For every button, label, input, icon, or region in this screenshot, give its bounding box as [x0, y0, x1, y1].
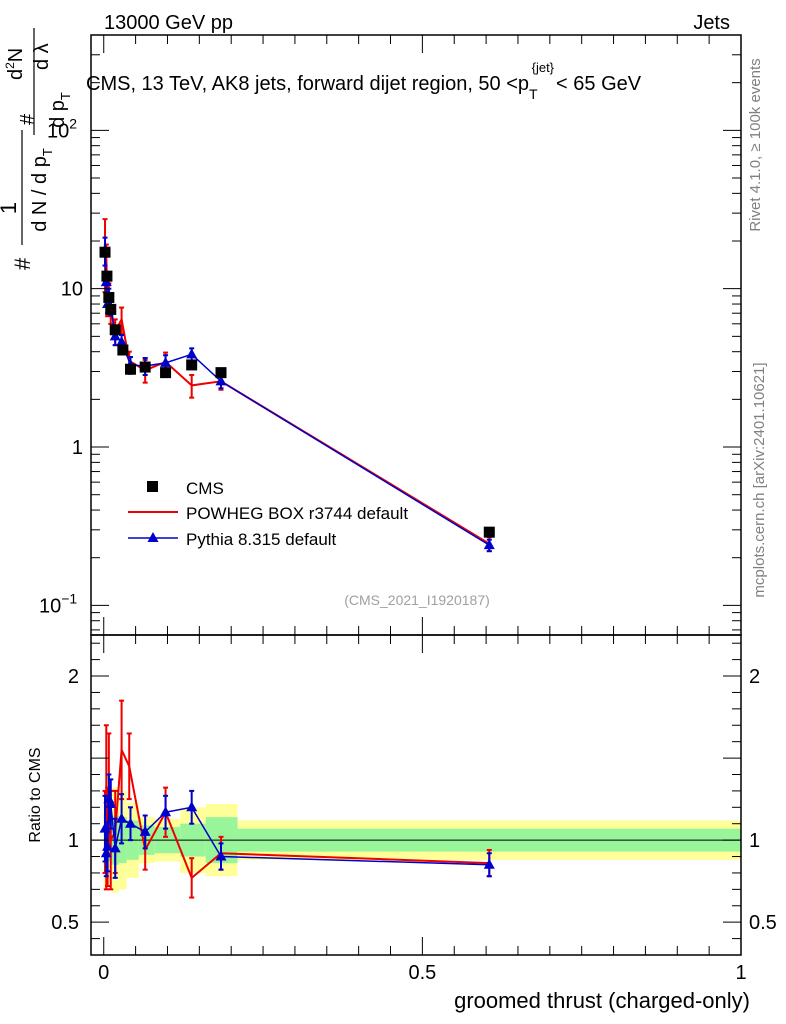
- pythia-ratio-marker: [160, 806, 172, 817]
- cms-data: [99, 246, 495, 538]
- main-ylabel: # 1 d N / d pT # d pT d2N d λ: [0, 28, 73, 270]
- cms-marker: [483, 526, 495, 538]
- axes: 10−1 1 10 102 0.5 0.5 1 1 2 2 0 0.5 1: [39, 34, 777, 984]
- ylabel-numerator-3: d2N: [3, 48, 27, 80]
- powheg-main: [102, 218, 492, 553]
- pythia-ratio-marker: [125, 817, 137, 828]
- header-right: Jets: [693, 12, 730, 34]
- ylabel-hash-2: #: [17, 113, 39, 125]
- main-ytick-label: 10: [61, 279, 83, 301]
- ylabel-denominator-3: d λ: [31, 43, 53, 70]
- cms-marker: [101, 270, 113, 282]
- header-left: 13000 GeV pp: [104, 12, 233, 34]
- ylabel-denominator-1: d N / d pT: [29, 148, 55, 232]
- ylabel-hash-1: #: [10, 257, 35, 270]
- pythia-ratio-marker: [109, 842, 121, 853]
- legend-pythia-label: Pythia 8.315 default: [186, 530, 337, 549]
- pythia-ratio-marker: [102, 840, 114, 851]
- cms-marker: [160, 367, 172, 379]
- xtick-label: 0.5: [408, 962, 436, 984]
- cms-marker: [186, 359, 198, 371]
- pythia-main-marker: [109, 330, 121, 341]
- plot-title: CMS, 13 TeV, AK8 jets, forward dijet reg…: [86, 60, 642, 102]
- legend-pythia-marker: [147, 532, 159, 542]
- main-ytick-label: 10−1: [39, 590, 77, 617]
- main-ytick-label: 102: [47, 115, 77, 142]
- legend-powheg-label: POWHEG BOX r3744 default: [186, 504, 408, 523]
- ratio-frame: [90, 634, 742, 956]
- powheg-main-line: [104, 246, 490, 545]
- pythia-main-marker: [116, 336, 128, 347]
- rivet-label: Rivet 4.1.0, ≥ 100k events: [747, 58, 764, 231]
- pythia-ratio-marker: [100, 847, 112, 858]
- series-layer: [99, 218, 495, 899]
- cms-marker: [99, 246, 111, 258]
- pythia-main-line: [104, 250, 490, 546]
- ratio-ytick-label-left: 1: [68, 830, 79, 852]
- cms-marker: [215, 367, 227, 379]
- ratio-ytick-label-left: 2: [68, 666, 79, 688]
- cms-marker: [103, 291, 115, 303]
- ylabel-denominator-2: d pT: [47, 92, 73, 128]
- analysis-id: (CMS_2021_I1920187): [344, 592, 490, 608]
- pythia-ratio-marker: [105, 798, 117, 809]
- pythia-ratio-marker: [186, 801, 198, 812]
- legend-cms-marker: [147, 481, 158, 492]
- cms-marker: [139, 361, 151, 373]
- ratio-ylabel: Ratio to CMS: [27, 747, 44, 842]
- pythia-ratio-marker: [116, 812, 128, 823]
- legend-cms-label: CMS: [186, 479, 224, 498]
- pythia-main-marker: [186, 348, 198, 359]
- legend: CMS POWHEG BOX r3744 default Pythia 8.31…: [128, 479, 408, 549]
- xtick-label: 1: [735, 962, 746, 984]
- powheg-ratio: [102, 699, 492, 899]
- cms-marker: [109, 324, 121, 336]
- cms-marker: [117, 344, 129, 356]
- pythia-ratio-marker: [215, 850, 227, 861]
- pythia-ratio-marker: [483, 858, 495, 869]
- ratio-ytick-label-right: 1: [749, 830, 760, 852]
- ratio-ytick-label-left: 0.5: [51, 912, 79, 934]
- pythia-main-marker: [160, 356, 172, 367]
- pythia-ratio-marker: [139, 825, 151, 836]
- pythia-main-marker: [215, 375, 227, 386]
- ratio-ytick-label-right: 2: [749, 666, 760, 688]
- pythia-ratio: [99, 773, 495, 879]
- x-axis-label: groomed thrust (charged-only): [454, 988, 750, 1013]
- cms-marker: [125, 363, 137, 375]
- xtick-label: 0: [98, 962, 109, 984]
- pythia-main-marker: [483, 539, 495, 550]
- ylabel-one: 1: [0, 202, 21, 214]
- cms-marker: [105, 303, 117, 315]
- ratio-ytick-label-right: 0.5: [749, 912, 777, 934]
- main-ytick-label: 1: [72, 437, 83, 459]
- mcplots-label: mcplots.cern.ch [arXiv:2401.10621]: [751, 362, 768, 597]
